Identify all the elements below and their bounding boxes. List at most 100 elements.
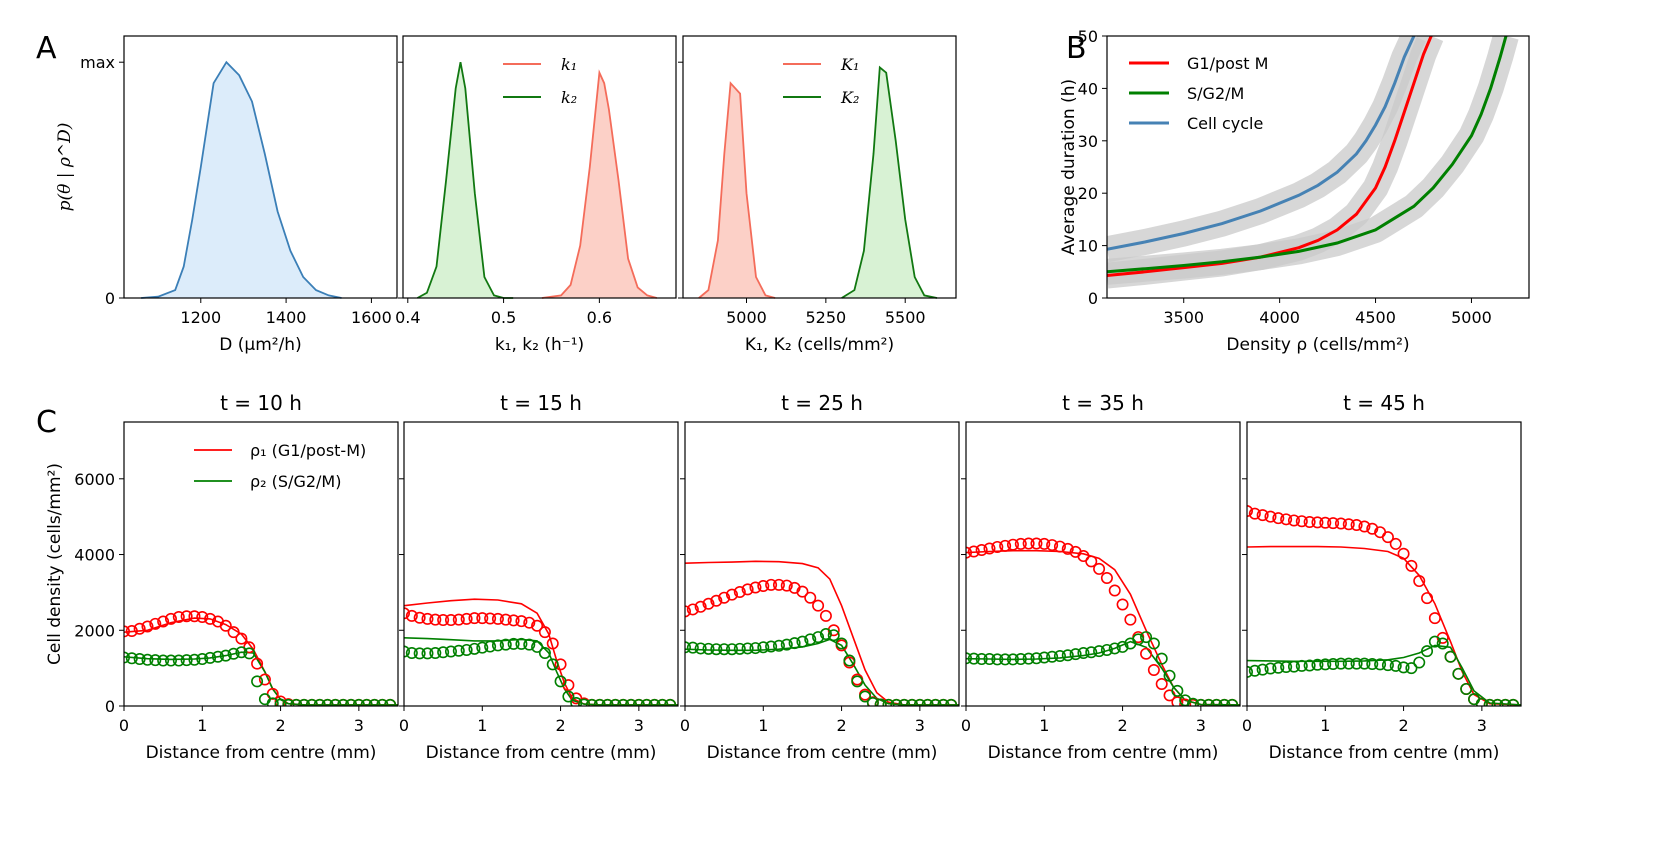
c1-rho1-point [157, 615, 170, 628]
c1-frame [123, 421, 399, 707]
c1-plot-area [124, 610, 398, 706]
c2-rho2-point [404, 645, 410, 658]
c4-rho1-point [967, 545, 980, 558]
c5-title: t = 45 h [1343, 391, 1425, 415]
c5-rho2-point [1374, 658, 1387, 671]
c3-rho1-point [741, 583, 754, 596]
c4-rho2-point [1085, 646, 1098, 659]
c1-rho2-point [133, 653, 146, 666]
c3-rho1-point [725, 588, 738, 601]
c2-title: t = 15 h [500, 391, 582, 415]
c4-rho2-point [975, 653, 988, 666]
c5-rho2-point [1460, 682, 1473, 695]
c4-rho2-point [1030, 652, 1043, 665]
c2-rho2-point [468, 642, 481, 655]
c4-rho1-point [1116, 598, 1129, 611]
c5-rho1-point [1272, 512, 1285, 525]
c4-rho1-point [1061, 542, 1074, 555]
c1-rho1-point [180, 610, 193, 623]
c3-rho2-point [780, 638, 793, 651]
c4-rho2-line [966, 640, 1240, 706]
c1-rho2-point [337, 698, 350, 706]
c1-xtick-label: 0 [119, 716, 129, 735]
c4-rho2-point [1155, 652, 1168, 665]
c5-rho1-point [1264, 510, 1277, 523]
c5-rho2-point [1507, 698, 1520, 706]
a1-density-D-fill [141, 62, 342, 299]
c3-rho2-point [906, 698, 919, 706]
c3-rho2-point [882, 698, 895, 706]
b-legend-label: G1/post M [1187, 54, 1268, 73]
c5-rho1-point [1287, 514, 1300, 527]
c4-rho2-point [1014, 653, 1027, 666]
c4-rho1-point [1100, 572, 1113, 585]
c1-rho2-point [149, 654, 162, 667]
c3-rho1-point [685, 605, 691, 618]
c2-rho2-point [405, 646, 418, 659]
c5-rho2-point [1468, 693, 1481, 706]
c3-rho2-point [859, 690, 872, 703]
c1-rho2-point [274, 698, 287, 706]
c5-rho2-point [1389, 659, 1402, 672]
c3-rho2-point [874, 698, 887, 706]
c4-rho2-point [1218, 698, 1231, 706]
c3-rho2-point [733, 642, 746, 655]
c5-rho1-point [1342, 518, 1355, 531]
c5-rho2-point [1397, 661, 1410, 674]
c5-rho1-point [1303, 515, 1316, 528]
c5-plot-area [1247, 504, 1521, 706]
c1-title: t = 10 h [220, 391, 302, 415]
a3-xtick-label: 5000 [726, 308, 767, 327]
c4-rho1-point [1046, 539, 1059, 552]
c5-rho2-point [1280, 660, 1293, 673]
c4-rho1-point [1179, 698, 1192, 706]
a2-xtick-label: 0.4 [395, 308, 420, 327]
c-ylabel: Cell density (cells/mm²) [45, 463, 65, 665]
c3-rho2-point [866, 696, 879, 706]
c3-rho2-point [749, 642, 762, 655]
c3-rho1-point [804, 591, 817, 604]
c4-xtick-label: 3 [1196, 716, 1206, 735]
c1-rho2-point [329, 698, 342, 706]
c3-rho2-point [710, 643, 723, 656]
c4-rho2-point [1006, 653, 1019, 666]
c2-rho1-point [421, 612, 434, 625]
c5-rho2-point [1256, 663, 1269, 676]
c3-rho1-point [772, 578, 785, 591]
c4-rho1-point [975, 543, 988, 556]
c1-rho2-point [235, 646, 248, 659]
c4-rho2-point [1077, 646, 1090, 659]
c1-rho1-point [204, 612, 217, 625]
b-ytick-label: 50 [1078, 27, 1098, 46]
c2-rho2-point [531, 640, 544, 653]
c4-rho1-point [966, 546, 972, 559]
c2-rho2-point [578, 698, 591, 706]
c4-rho1-point [1171, 696, 1184, 706]
c5-rho1-point [1397, 547, 1410, 560]
c4-rho1-point [999, 539, 1012, 552]
c3-rho2-point [890, 698, 903, 706]
c2-xtick-label: 2 [555, 716, 565, 735]
c2-rho2-point [444, 645, 457, 658]
c2-rho1-point [507, 614, 520, 627]
c5-rho2-point [1311, 658, 1324, 671]
c4-rho2-point [1069, 648, 1082, 661]
c4-rho1-point [1124, 613, 1137, 626]
c3-rho2-point [804, 633, 817, 646]
c2-rho1-point [554, 658, 567, 671]
c4-rho2-point [1187, 697, 1200, 706]
a2-density-k1-fill [541, 72, 657, 298]
c1-rho2-point [384, 698, 397, 706]
c5-rho1-point [1327, 517, 1340, 530]
c2-rho1-point [405, 609, 418, 622]
b-xtick-label: 3500 [1163, 308, 1204, 327]
b-ytick-label: 40 [1078, 79, 1098, 98]
c1-rho2-point [219, 649, 232, 662]
a1-ytick-label: max [80, 53, 115, 72]
c2-rho2-point [593, 698, 606, 706]
c2-rho1-point [429, 613, 442, 626]
a2-density-k2-line [416, 62, 514, 299]
c4-rho2-point [1022, 652, 1035, 665]
c1-rho2-point [227, 647, 240, 660]
